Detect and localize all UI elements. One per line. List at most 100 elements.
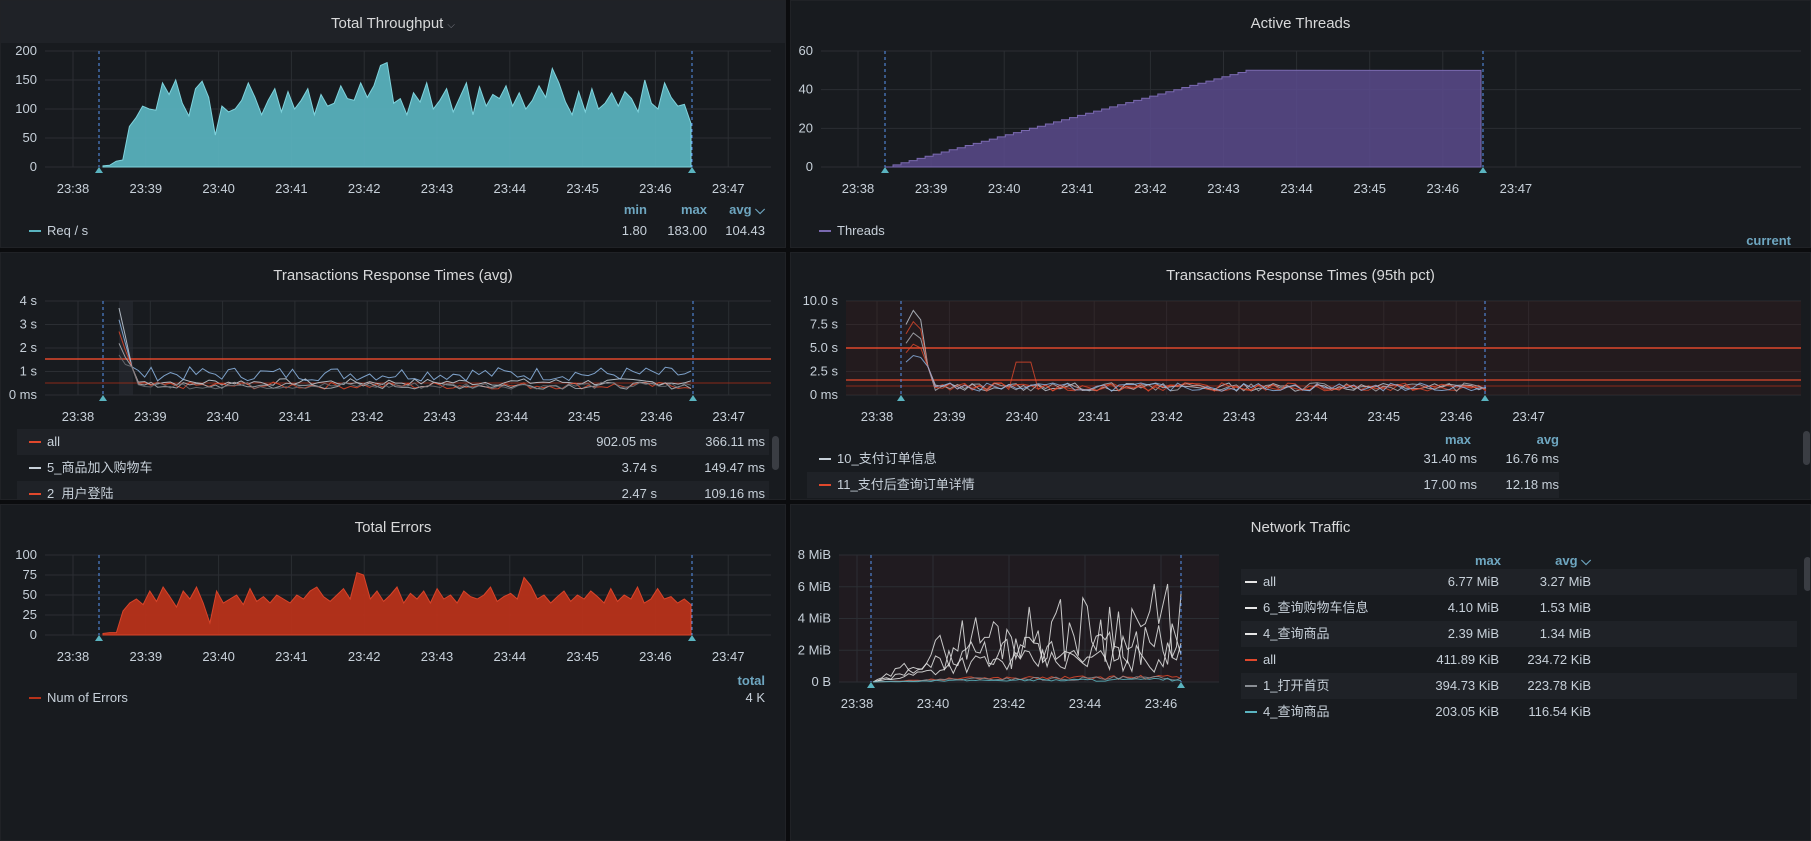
chevron-down-icon[interactable]: ⌵ [447, 20, 455, 31]
legend-swatch [29, 467, 41, 469]
response-95th-chart: 0 ms 2.5 s 5.0 s 7.5 s 10.0 s 23:38 23:39 23:40… [803, 293, 1801, 424]
annotation-marker-triangle [897, 395, 905, 401]
legend-max-value: 203.05 KiB [1435, 704, 1499, 719]
network-series-line [872, 642, 1182, 683]
y-tick-label: 150 [15, 72, 37, 87]
legend-header-current[interactable]: current [1746, 233, 1791, 248]
y-tick-label: 4 MiB [798, 611, 831, 626]
legend-row[interactable]: 11_支付后查询订单详情 17.00 ms 12.18 ms [807, 472, 1559, 498]
legend-row[interactable]: Num of Errors 4 K [17, 685, 769, 711]
x-tick-label: 23:44 [1295, 409, 1328, 424]
x-tick-label: 23:44 [1280, 181, 1313, 196]
x-tick-label: 23:47 [712, 649, 745, 664]
x-tick-label: 23:43 [1207, 181, 1240, 196]
annotation-marker-triangle [867, 682, 875, 688]
x-tick-label: 23:43 [423, 409, 456, 424]
legend-row[interactable]: 1_打开首页 394.73 KiB 223.78 KiB [1241, 673, 1797, 699]
y-tick-label: 7.5 s [810, 317, 839, 332]
legend: all 902.05 ms 366.11 ms 5_商品加入购物车 3.74 s… [17, 429, 769, 500]
legend-header-total[interactable]: total [737, 673, 765, 688]
legend-max-value: 902.05 ms [596, 434, 657, 449]
throughput-area [102, 61, 692, 168]
network-series-line [872, 677, 1182, 683]
legend-total-value: 4 K [745, 690, 765, 705]
x-tick-label: 23:38 [62, 409, 95, 424]
legend-header-avg[interactable]: avg [1536, 432, 1559, 447]
y-tick-label: 20 [799, 120, 813, 135]
y-tick-label: 0 ms [810, 387, 839, 402]
legend-row[interactable]: all 411.89 KiB 234.72 KiB [1241, 647, 1797, 673]
response-series-line [118, 307, 692, 386]
x-tick-label: 23:39 [915, 181, 948, 196]
response-series-line [118, 331, 692, 390]
panel-title[interactable]: Total Throughput ⌵ [331, 15, 455, 32]
legend-row[interactable]: 5_商品加入购物车 3.74 s 149.47 ms [17, 455, 769, 481]
legend-header-max[interactable]: max [1474, 553, 1501, 568]
legend-row[interactable]: all 902.05 ms 366.11 ms [17, 429, 769, 455]
legend-row[interactable]: 10_支付订单信息 31.40 ms 16.76 ms [807, 446, 1559, 472]
legend-row[interactable]: 4_查询商品 203.05 KiB 116.54 KiB [1241, 699, 1797, 725]
legend-row[interactable]: Threads [807, 218, 1687, 244]
legend-swatch [1245, 633, 1257, 635]
x-tick-label: 23:40 [988, 181, 1021, 196]
response-series-line [118, 319, 692, 382]
x-tick-label: 23:40 [206, 409, 239, 424]
errors-area [102, 571, 692, 636]
legend-swatch [29, 230, 41, 232]
x-tick-label: 23:40 [917, 696, 950, 711]
panel-title[interactable]: Transactions Response Times (avg) [273, 267, 513, 284]
annotation-marker-triangle [689, 395, 697, 401]
panel-title[interactable]: Active Threads [1250, 15, 1351, 32]
legend-max-value: 2.47 s [621, 486, 657, 500]
legend-header-max[interactable]: max [680, 202, 707, 217]
x-tick-label: 23:45 [1368, 409, 1401, 424]
legend-header-min[interactable]: min [623, 202, 647, 217]
legend-series-name: 1_打开首页 [1263, 678, 1330, 693]
legend-swatch [1245, 659, 1257, 661]
y-tick-label: 6 MiB [798, 579, 831, 594]
annotation-marker-triangle [99, 395, 107, 401]
legend-row[interactable]: 6_查询购物车信息 4.10 MiB 1.53 MiB [1241, 595, 1797, 621]
legend-avg-value: 1.34 MiB [1539, 626, 1591, 641]
legend-avg-value: 16.76 ms [1505, 451, 1559, 466]
legend-avg-value: 12.18 ms [1505, 477, 1559, 492]
x-tick-label: 23:45 [1353, 181, 1386, 196]
legend-series-name: all [1263, 652, 1277, 667]
x-tick-label: 23:38 [57, 649, 90, 664]
panel-total-errors: Total Errors 0 25 50 75 100 23:38 23:39 23:40 23… [0, 504, 786, 841]
legend-header-max[interactable]: max [1444, 432, 1471, 447]
x-tick-label: 23:42 [1134, 181, 1167, 196]
legend-row[interactable]: 2_用户登陆 2.47 s 109.16 ms [17, 481, 769, 500]
annotation-marker-triangle [688, 635, 696, 641]
legend-series-name: Num of Errors [47, 690, 128, 705]
legend-row[interactable]: 4_查询商品 2.39 MiB 1.34 MiB [1241, 621, 1797, 647]
legend-header-avg[interactable]: avg ⌵ [1555, 553, 1591, 568]
legend-max-value: 4.10 MiB [1447, 600, 1499, 615]
annotation-marker-triangle [1177, 682, 1185, 688]
response-series-line [118, 343, 692, 390]
x-tick-label: 23:46 [640, 409, 673, 424]
x-tick-label: 23:46 [1145, 696, 1178, 711]
annotation-marker-triangle [1481, 395, 1489, 401]
legend-row[interactable]: all 6.77 MiB 3.27 MiB [1241, 569, 1797, 595]
panel-title-bar[interactable] [1, 1, 785, 43]
legend-scrollbar[interactable] [772, 436, 779, 470]
panel-title[interactable]: Network Traffic [1250, 519, 1351, 536]
x-tick-label: 23:39 [130, 181, 163, 196]
y-tick-label: 8 MiB [798, 547, 831, 562]
y-tick-label: 0 [30, 159, 37, 174]
legend-row[interactable]: Req / s 1.80 183.00 104.43 [17, 218, 769, 244]
panel-title[interactable]: Total Errors [354, 519, 432, 536]
panel-title[interactable]: Transactions Response Times (95th pct) [1166, 267, 1435, 284]
legend-series-name: 10_支付订单信息 [837, 451, 937, 466]
x-tick-label: 23:46 [639, 181, 672, 196]
x-tick-label: 23:40 [202, 649, 235, 664]
legend-avg-value: 116.54 KiB [1528, 704, 1591, 719]
legend-header-avg[interactable]: avg ⌵ [729, 202, 765, 217]
legend-scrollbar[interactable] [1804, 557, 1810, 591]
response-series-line [905, 332, 1487, 392]
x-tick-label: 23:38 [842, 181, 875, 196]
x-tick-label: 23:44 [496, 409, 529, 424]
legend-series-name: all [1263, 574, 1277, 589]
legend-scrollbar[interactable] [1803, 431, 1810, 465]
